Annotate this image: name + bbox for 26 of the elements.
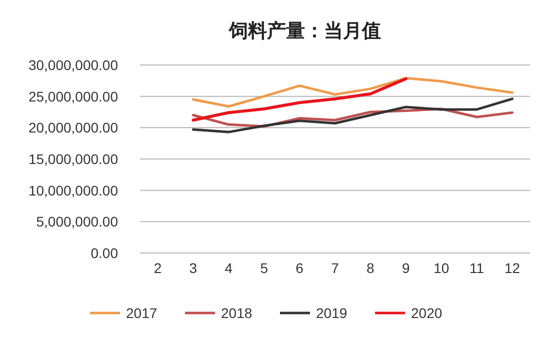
x-tick-label: 9: [402, 260, 410, 276]
x-tick-label: 7: [331, 260, 340, 276]
x-tick-label: 10: [434, 260, 450, 276]
y-tick-label: 0.00: [90, 245, 118, 261]
y-tick-label: 15,000,000.00: [28, 151, 118, 167]
line-series: [192, 98, 514, 134]
y-tick-label: 25,000,000.00: [28, 88, 118, 104]
x-tick-label: 4: [224, 260, 233, 276]
x-tick-label: 6: [296, 260, 304, 276]
legend-label: 2020: [411, 305, 442, 321]
x-tick-label: 3: [189, 260, 198, 276]
legend-label: 2017: [126, 305, 158, 321]
x-tick-label: 12: [504, 260, 520, 276]
legend-label: 2019: [316, 305, 348, 321]
line-series: [192, 77, 408, 122]
y-tick-label: 5,000,000.00: [36, 214, 118, 230]
y-tick-label: 30,000,000.00: [28, 57, 118, 73]
x-tick-label: 8: [366, 260, 375, 276]
x-tick-label: 5: [260, 260, 268, 276]
y-tick-label: 20,000,000.00: [28, 120, 118, 136]
x-tick-label: 2: [154, 260, 162, 276]
legend-label: 2018: [221, 305, 252, 321]
x-tick-label: 11: [470, 260, 484, 276]
line-series: [192, 76, 514, 108]
chart-title: 饲料产量：当月值: [228, 20, 381, 42]
y-tick-label: 10,000,000.00: [28, 182, 118, 198]
